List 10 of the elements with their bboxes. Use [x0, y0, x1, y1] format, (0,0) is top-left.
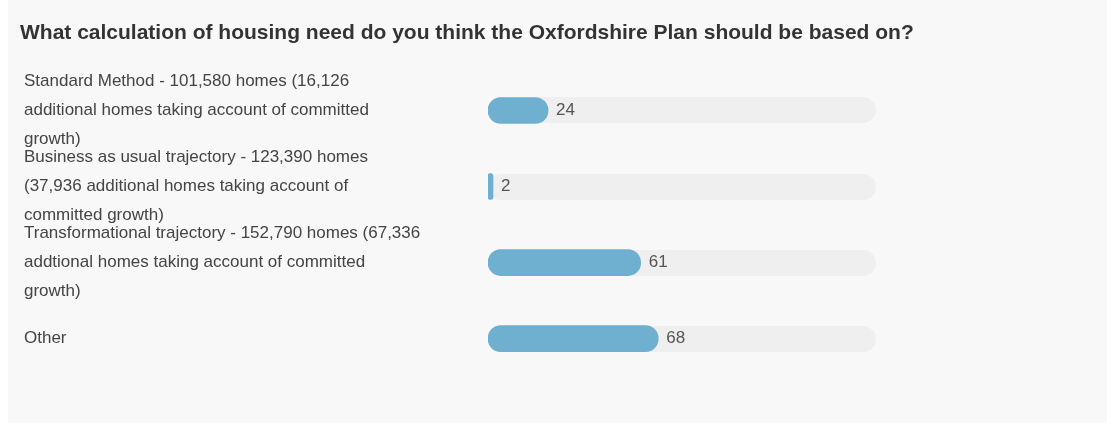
- data-label: 61: [648, 252, 668, 272]
- y-tick-label: Business as usual trajectory - 123,390 homes (37,936 additional homes taking account of committed growth): [24, 147, 368, 225]
- bar: [488, 173, 494, 200]
- data-label: 24: [556, 100, 575, 120]
- y-tick-label: Transformational trajectory - 152,790 homes (67,336 addtional homes taking account of committed growth): [24, 223, 421, 301]
- y-tick-label: Other: [24, 328, 67, 348]
- data-label: 68: [666, 328, 686, 348]
- chart-title: What calculation of housing need do you think the Oxfordshire Plan should be based on?: [20, 20, 914, 44]
- y-tick-label: Standard Method - 101,580 homes (16,126 additional homes taking account of committed growth): [24, 71, 369, 149]
- data-label: 2: [501, 176, 511, 196]
